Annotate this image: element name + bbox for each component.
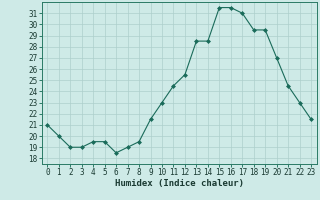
X-axis label: Humidex (Indice chaleur): Humidex (Indice chaleur) xyxy=(115,179,244,188)
